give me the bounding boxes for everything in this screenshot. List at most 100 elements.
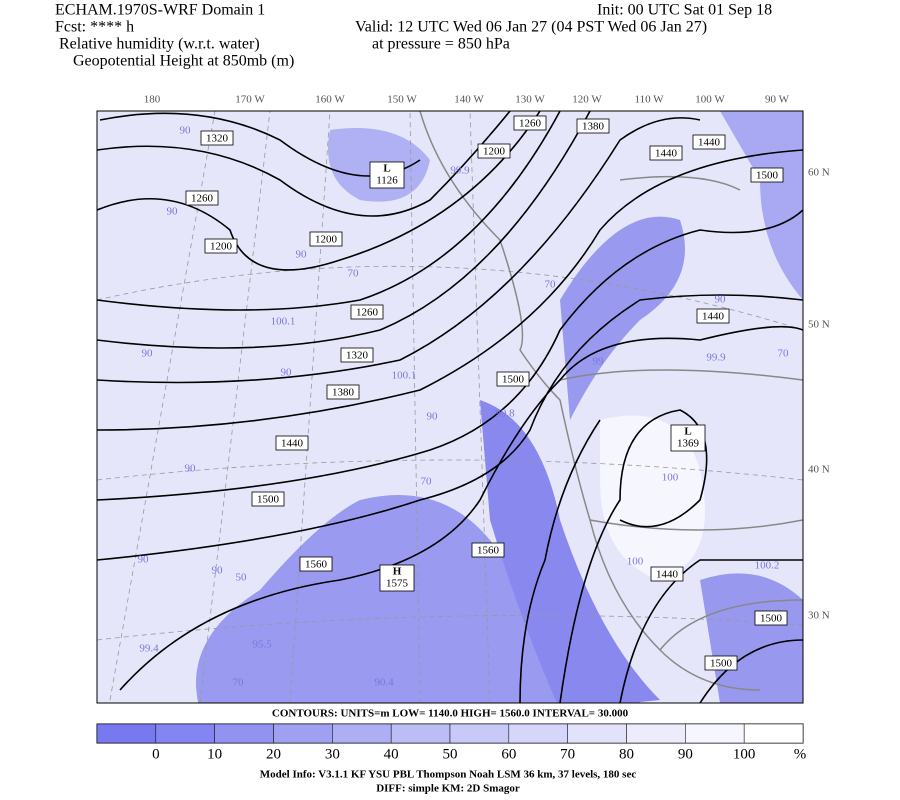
rh-label: 70: [778, 348, 790, 360]
contour-label-box: [326, 384, 360, 400]
longitude-label: 130 W: [515, 94, 545, 106]
rh-label: 90: [212, 565, 224, 577]
rh-label: 90: [715, 294, 727, 306]
center-letter: H: [393, 566, 402, 578]
rh-label: 70: [545, 279, 557, 291]
rh-label: 100: [662, 472, 679, 484]
colorbar-label: 10: [207, 746, 222, 762]
contour-label-box: [576, 118, 610, 134]
header-right: at pressure = 850 hPa: [372, 36, 510, 53]
contour-label-box: [477, 143, 511, 159]
rh-label: 90: [142, 348, 154, 360]
rh-label: 95.5: [252, 639, 272, 651]
rh-label: 70: [233, 677, 245, 689]
contour-label-box: [650, 566, 684, 582]
contour-label-box: [204, 238, 238, 254]
longitude-label: 90 W: [765, 94, 790, 106]
colorbar-swatch: [390, 723, 451, 744]
latitude-label: 50 N: [808, 319, 830, 331]
contour-label: 1560: [477, 545, 500, 557]
rh-label: 90.4: [374, 677, 394, 689]
contour-label-box: [513, 115, 547, 131]
colorbar-label: 50: [443, 746, 458, 762]
colorbar-swatch: [96, 723, 157, 744]
header-left: Fcst: **** h: [55, 19, 134, 36]
contour-label: 1260: [519, 118, 542, 130]
humidity-area: [196, 495, 640, 703]
rh-label: 99.9: [706, 352, 726, 364]
contour-label-box: [496, 371, 530, 387]
header-left: Relative humidity (w.r.t. water): [59, 36, 260, 53]
contour-label: 1440: [702, 311, 725, 323]
contour-label: 1500: [756, 170, 779, 182]
colorbar-swatch: [214, 723, 274, 744]
rh-label: 90: [180, 125, 192, 137]
colorbar-swatch: [626, 723, 686, 744]
contour-label: 1500: [502, 374, 525, 386]
coastline: [419, 111, 803, 691]
longitude-label: 150 W: [387, 94, 417, 106]
header-right: Init: 00 UTC Sat 01 Sep 18: [597, 2, 772, 19]
contour-label: 1500: [760, 613, 783, 625]
contour-label: 1260: [356, 307, 379, 319]
colorbar-swatch: [449, 723, 510, 744]
latitude-label: 30 N: [808, 610, 830, 622]
contour-label: 1500: [710, 658, 733, 670]
colorbar-swatch: [685, 723, 745, 744]
rh-label: 100.1: [271, 316, 296, 328]
colorbar-label: 70: [560, 746, 575, 762]
colorbar-label: 90: [678, 746, 693, 762]
contour-label-box: [696, 308, 730, 324]
rh-label: 90: [167, 206, 179, 218]
humidity-area: [720, 111, 803, 300]
diff-info: DIFF: simple KM: 2D Smagor: [376, 783, 520, 795]
contour-label-box: [299, 556, 333, 572]
rh-label: 100.2: [755, 560, 780, 572]
contour-label: 1440: [656, 569, 679, 581]
colorbar-label: 0: [152, 746, 160, 762]
contour-label-box: [750, 167, 784, 183]
rh-label: 99.8: [495, 408, 515, 420]
center-box: [670, 424, 706, 452]
center-value: 1575: [386, 578, 409, 590]
longitude-label: 170 W: [235, 94, 265, 106]
longitude-label: 160 W: [315, 94, 345, 106]
colorbar-label: 100: [733, 746, 756, 762]
map: [97, 111, 803, 703]
rh-label: 90: [138, 554, 150, 566]
contour-label: 1380: [582, 121, 605, 133]
colorbar-label: %: [794, 746, 807, 762]
contour-label: 1200: [483, 146, 506, 158]
contour-label: 1560: [305, 559, 328, 571]
center-letter: L: [684, 426, 691, 438]
map-frame: [96, 110, 804, 704]
contour-label: 1500: [257, 494, 280, 506]
humidity-area: [560, 216, 685, 420]
colorbar-swatch: [155, 723, 215, 744]
rh-label: 99.4: [139, 643, 159, 655]
colorbar-swatch: [273, 723, 333, 744]
contour-label-box: [340, 347, 374, 363]
rh-label: 70: [348, 268, 360, 280]
colorbar-swatch: [567, 723, 627, 744]
rh-label: 90: [185, 463, 197, 475]
rh-label: 90: [281, 367, 293, 379]
longitude-label: 120 W: [572, 94, 602, 106]
contour-label-box: [692, 134, 726, 150]
humidity-area: [480, 400, 660, 703]
center-letter: L: [383, 163, 390, 175]
center-value: 1126: [376, 175, 398, 187]
rh-label: 99: [593, 356, 605, 368]
longitude-label: 180: [144, 94, 161, 106]
contour-label: 1380: [332, 387, 355, 399]
center-value: 1369: [677, 438, 700, 450]
colorbar-swatch: [332, 723, 392, 744]
contour-label-box: [275, 435, 309, 451]
contour-label-box: [471, 542, 505, 558]
contour-label: 1320: [206, 133, 229, 145]
contour-label: 1440: [698, 137, 721, 149]
rh-label: 50: [236, 572, 248, 584]
rh-label: 99.9: [450, 165, 470, 177]
header-left: Geopotential Height at 850mb (m): [73, 53, 294, 70]
contour-label-box: [251, 491, 285, 507]
